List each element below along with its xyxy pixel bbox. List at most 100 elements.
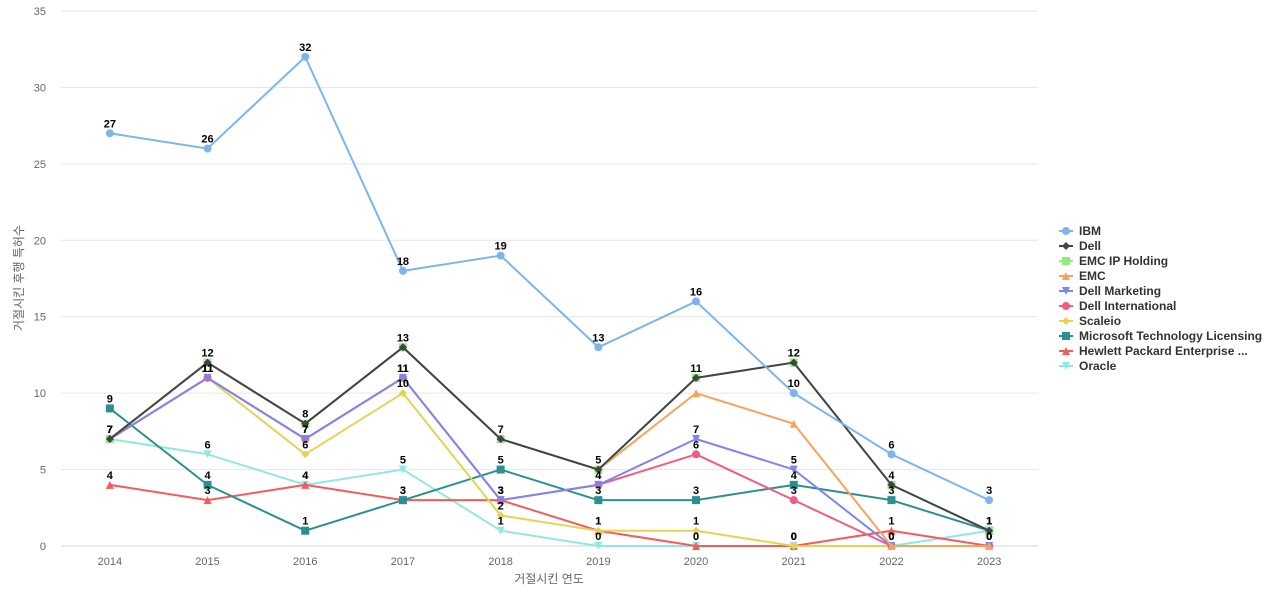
data-point	[692, 526, 701, 535]
data-label: 18	[397, 256, 409, 268]
legend-item-4[interactable]: Dell Marketing	[1059, 284, 1161, 298]
data-label: 19	[495, 241, 507, 253]
legend-marker	[1062, 287, 1070, 295]
data-label: 7	[107, 424, 113, 436]
data-label: 3	[498, 485, 504, 497]
legend-item-5[interactable]: Dell International	[1059, 299, 1176, 313]
legend-item-9[interactable]: Oracle	[1059, 359, 1117, 373]
data-point	[398, 266, 407, 275]
data-label: 5	[498, 455, 504, 467]
x-tick-label: 2014	[98, 556, 122, 568]
data-label: 7	[107, 424, 113, 436]
legend-item-3[interactable]: EMC	[1059, 269, 1106, 283]
data-label: 4	[204, 470, 211, 482]
data-label: 4	[107, 470, 114, 482]
data-point	[496, 511, 505, 520]
data-label: 7	[107, 424, 113, 436]
data-point	[105, 480, 114, 489]
data-label: 6	[204, 439, 210, 451]
data-label: 0	[986, 531, 992, 543]
data-point	[887, 496, 896, 505]
legend-marker	[1062, 362, 1070, 370]
data-label: 3	[400, 485, 406, 497]
data-point	[301, 450, 310, 459]
legend-item-0[interactable]: IBM	[1059, 224, 1101, 238]
series-line	[109, 376, 990, 547]
data-label: 1	[986, 516, 992, 528]
data-label: 3	[204, 485, 210, 497]
legend-label: EMC	[1079, 269, 1106, 283]
x-tick-label: 2017	[391, 556, 415, 568]
data-label: 1	[986, 516, 992, 528]
data-point	[789, 496, 798, 505]
data-point	[887, 480, 896, 489]
data-label: 12	[788, 348, 800, 360]
data-label: 6	[302, 439, 308, 451]
data-point	[594, 343, 603, 352]
data-label: 6	[888, 439, 894, 451]
data-point	[789, 542, 798, 550]
data-point	[789, 389, 798, 398]
data-label: 26	[201, 134, 213, 146]
x-tick-label: 2016	[293, 556, 317, 568]
data-label: 12	[201, 348, 213, 360]
grid	[61, 10, 1038, 547]
data-point	[692, 542, 701, 550]
x-axis-title: 거절시킨 연도	[514, 572, 584, 586]
data-label: 0	[595, 531, 601, 543]
data-point	[692, 496, 701, 505]
data-point	[301, 419, 310, 428]
data-point	[301, 480, 310, 489]
data-label: 11	[202, 363, 214, 375]
data-point	[105, 404, 114, 413]
legend-item-7[interactable]: Microsoft Technology Licensing	[1059, 329, 1262, 343]
data-point	[692, 450, 701, 459]
data-label: 32	[299, 42, 311, 54]
legend-label: Microsoft Technology Licensing	[1079, 329, 1262, 343]
data-point	[789, 465, 798, 474]
y-tick-label: 10	[34, 388, 46, 400]
data-label: 11	[202, 363, 214, 375]
data-point	[496, 251, 505, 260]
data-label: 11	[202, 363, 214, 375]
y-tick-label: 25	[34, 159, 46, 171]
plot-area	[105, 52, 994, 550]
series-line	[109, 407, 990, 532]
data-point	[594, 480, 603, 489]
legend-marker	[1062, 227, 1070, 235]
data-label: 7	[302, 424, 308, 436]
data-label: 3	[888, 485, 894, 497]
x-tick-label: 2019	[586, 556, 610, 568]
legend-label: Hewlett Packard Enterprise ...	[1079, 344, 1248, 358]
data-label: 13	[397, 332, 409, 344]
data-label: 7	[107, 424, 113, 436]
legend-item-2[interactable]: EMC IP Holding	[1059, 254, 1168, 268]
legend-label: IBM	[1079, 224, 1101, 238]
data-label: 11	[397, 363, 409, 375]
legend-label: Dell International	[1079, 299, 1176, 313]
legend-item-6[interactable]: Scaleio	[1059, 314, 1121, 328]
data-label: 3	[498, 485, 504, 497]
data-point	[398, 389, 407, 398]
data-label: 2	[498, 500, 504, 512]
series-7	[105, 404, 994, 535]
data-point	[692, 435, 701, 443]
legend-item-1[interactable]: Dell	[1059, 239, 1101, 253]
data-label: 11	[690, 363, 702, 375]
data-point	[203, 373, 212, 382]
legend-marker	[1062, 317, 1070, 325]
data-label: 0	[986, 531, 992, 543]
data-label: 4	[595, 470, 602, 482]
data-label: 7	[498, 424, 504, 436]
y-tick-label: 30	[34, 82, 46, 94]
data-label: 0	[791, 531, 797, 543]
x-tick-label: 2015	[195, 556, 219, 568]
data-label: 1	[302, 516, 308, 528]
legend-item-8[interactable]: Hewlett Packard Enterprise ...	[1059, 344, 1248, 358]
series-8	[105, 480, 994, 550]
data-label: 3	[400, 485, 406, 497]
legend-marker	[1062, 272, 1070, 280]
legend-marker	[1062, 302, 1070, 310]
